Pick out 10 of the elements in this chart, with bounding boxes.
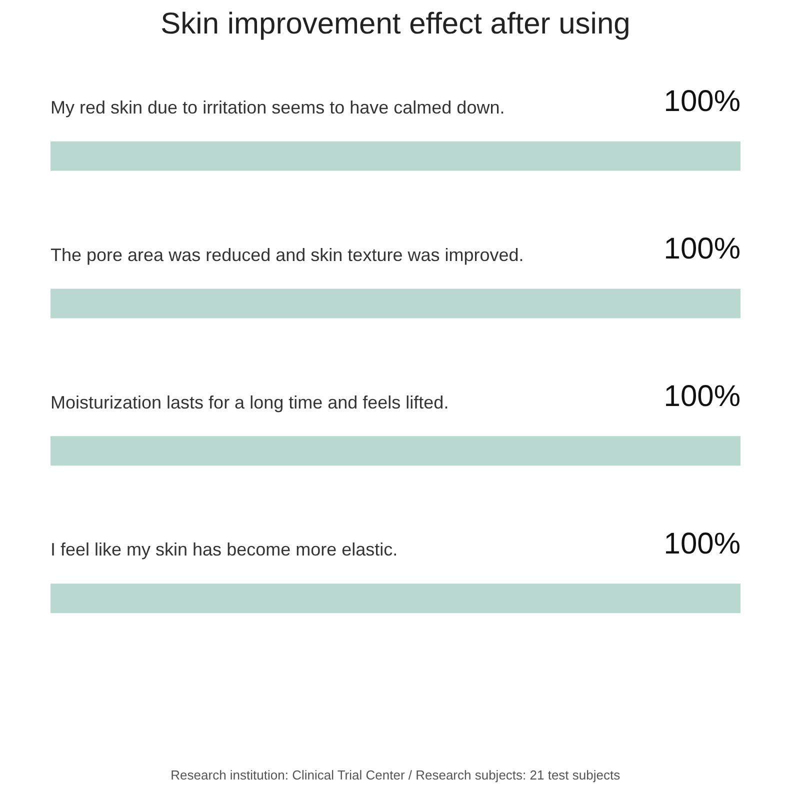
- data-label: 100%: [664, 85, 741, 118]
- data-label: 100%: [664, 527, 741, 560]
- y-tick-label: The pore area was reduced and skin texture was improved.: [50, 244, 524, 265]
- data-label: 100%: [664, 232, 741, 266]
- chart-title: Skin improvement effect after using: [160, 8, 630, 40]
- text: Research institution: Clinical Trial Center / Research subjects: 21 test subjects: [170, 768, 621, 782]
- data-label: 100%: [664, 380, 741, 413]
- y-tick-label: I feel like my skin has become more elastic.: [50, 540, 398, 560]
- y-tick-label: Moisturization lasts for a long time and feels lifted.: [50, 392, 449, 412]
- y-tick-label: My red skin due to irritation seems to have calmed down.: [50, 97, 505, 118]
